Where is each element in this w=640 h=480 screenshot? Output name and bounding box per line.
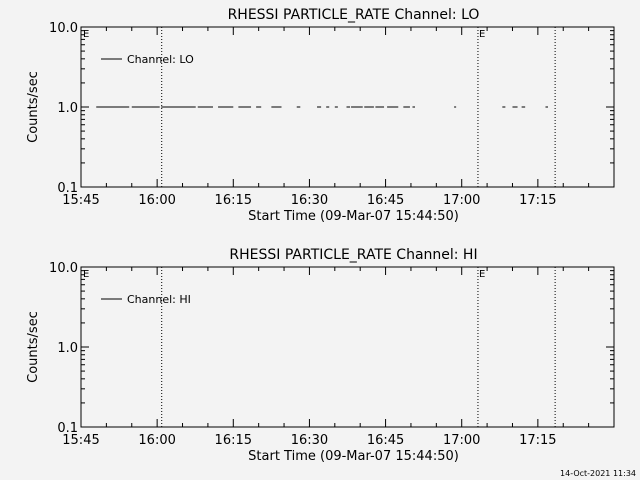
event-marker-label: E (479, 29, 485, 40)
y-tick-label: 0.1 (57, 421, 78, 436)
event-marker-label: E (479, 269, 485, 280)
x-axis-label: Start Time (09-Mar-07 15:44:50) (248, 449, 459, 464)
x-tick-label: 17:15 (519, 433, 556, 448)
x-tick-label: 16:00 (138, 193, 175, 208)
y-axis-label: Counts/sec (26, 311, 41, 383)
chart-panel-1: RHESSI PARTICLE_RATE Channel: LO 0.1 1.0 10… (26, 7, 615, 224)
x-tick-label: 17:00 (443, 193, 480, 208)
edge-marker-label: E (83, 269, 89, 280)
plot-frame (80, 266, 615, 428)
footer-timestamp: 14-Oct-2021 11:34 (560, 469, 636, 478)
chart-panel-2: RHESSI PARTICLE_RATE Channel: HI 0.1 1.0 10… (26, 247, 615, 464)
x-tick-label: 16:00 (138, 433, 175, 448)
legend-label: Channel: HI (127, 293, 191, 306)
chart-title: RHESSI PARTICLE_RATE Channel: LO (228, 7, 480, 23)
y-axis-label: Counts/sec (26, 71, 41, 143)
legend-label: Channel: LO (127, 53, 194, 66)
y-tick-label: 10.0 (49, 21, 78, 36)
x-tick-label: 16:30 (291, 433, 328, 448)
x-tick-label: 16:45 (367, 193, 404, 208)
x-tick-label: 16:45 (367, 433, 404, 448)
x-tick-label: 17:00 (443, 433, 480, 448)
x-tick-label: 15:45 (62, 433, 99, 448)
edge-marker-label: E (83, 29, 89, 40)
y-tick-label: 1.0 (57, 341, 78, 356)
x-tick-label: 16:15 (215, 193, 252, 208)
y-tick-label: 10.0 (49, 261, 78, 276)
y-tick-label: 1.0 (57, 101, 78, 116)
x-tick-label: 16:30 (291, 193, 328, 208)
x-tick-label: 15:45 (62, 193, 99, 208)
x-tick-label: 16:15 (215, 433, 252, 448)
x-tick-label: 17:15 (519, 193, 556, 208)
x-axis-label: Start Time (09-Mar-07 15:44:50) (248, 209, 459, 224)
chart-title: RHESSI PARTICLE_RATE Channel: HI (229, 247, 477, 263)
y-tick-label: 0.1 (57, 181, 78, 196)
